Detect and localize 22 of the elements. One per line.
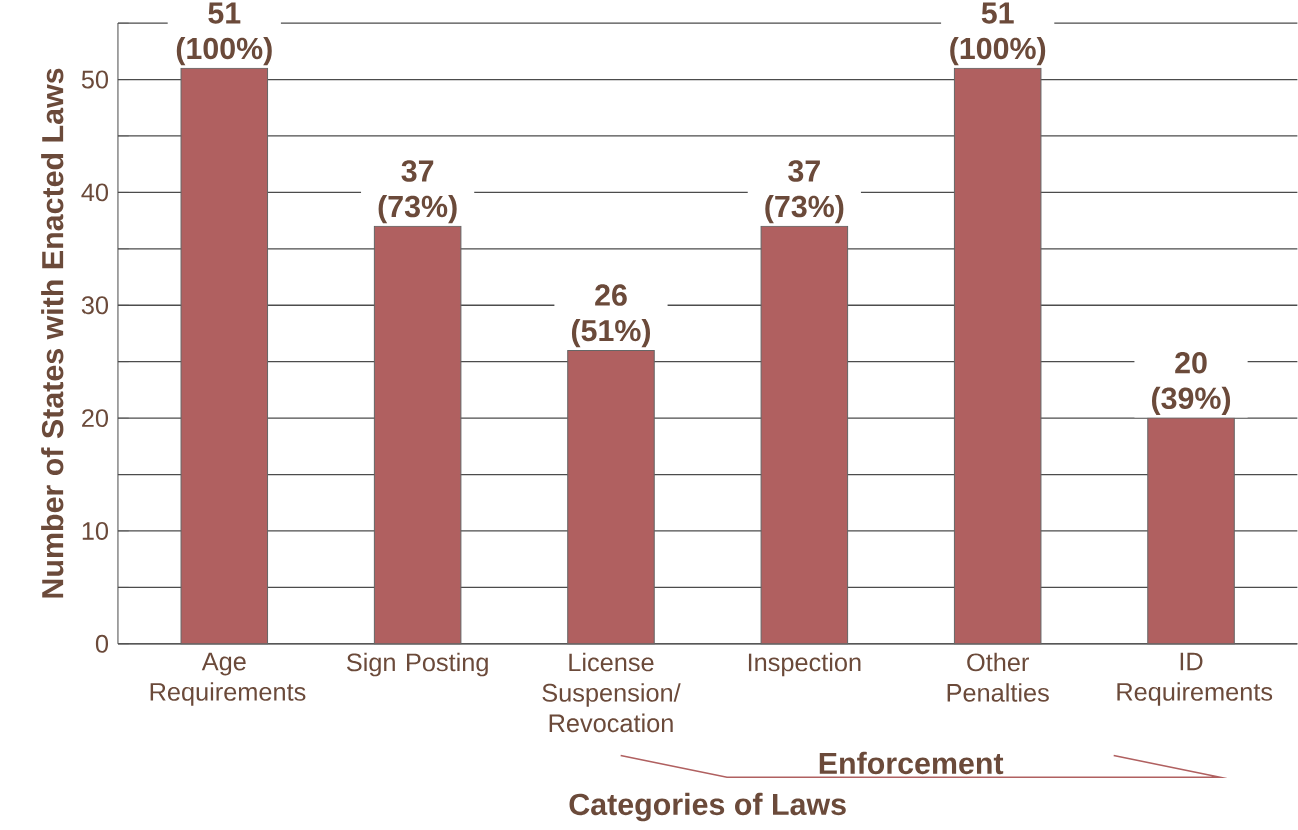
data-label: 51 (100%) <box>950 2 1046 66</box>
y-tick-label: 30 <box>81 296 109 315</box>
x-tick-label: License Suspension/ Revocation <box>542 652 681 733</box>
data-label: 37 (73%) <box>378 160 457 224</box>
x-tick-label: ID Requirements <box>1117 652 1273 706</box>
data-label: 26 (51%) <box>571 284 651 348</box>
y-tick-label: 20 <box>82 409 109 428</box>
y-tick-label: 0 <box>95 634 109 653</box>
text: Enforcement <box>819 751 1004 775</box>
x-tick-label: Other Penalties <box>947 652 1049 702</box>
x-tick-label: Sign Posting <box>346 652 488 677</box>
x-axis-title: Categories of Laws <box>569 792 846 822</box>
data-label: 20 (39%) <box>1151 352 1231 416</box>
y-tick-label: 50 <box>81 70 109 89</box>
data-label: 51 (100%) <box>176 2 272 66</box>
data-label: 37 (73%) <box>765 160 844 224</box>
x-tick-label: Age Requirements <box>150 652 306 706</box>
x-tick-label: Inspection <box>748 652 861 677</box>
y-tick-label: 10 <box>82 522 109 541</box>
y-tick-label: 40 <box>81 183 109 202</box>
bar <box>567 350 655 645</box>
y-axis-title: Number of States with Enacted Laws <box>41 68 64 598</box>
